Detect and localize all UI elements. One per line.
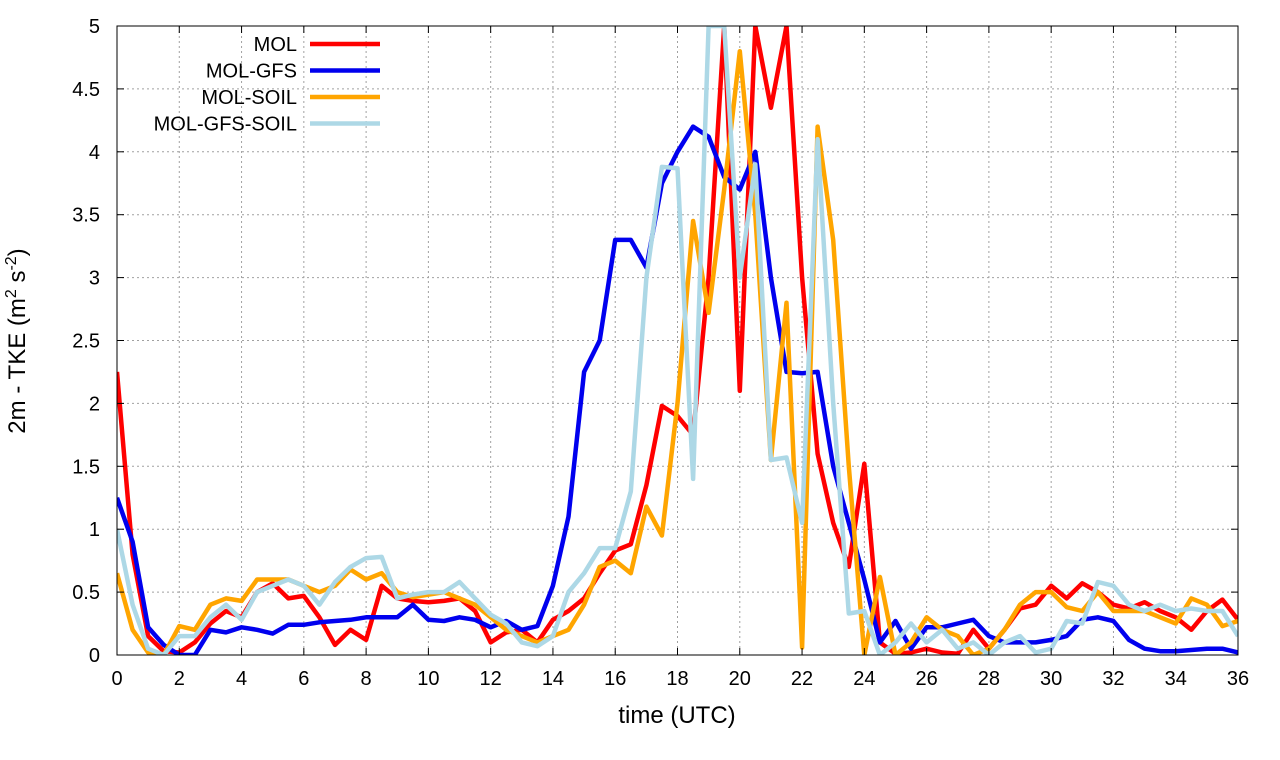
y-axis-ticks: 0 0.5 1 1.5 2 2.5 3 3.5 4 4.5 5 [72, 16, 1238, 667]
x-tick-label: 26 [915, 668, 937, 690]
y-tick-label: 1.5 [72, 456, 100, 478]
y-tick-label: 2.5 [72, 331, 100, 353]
x-tick-label: 32 [1102, 668, 1124, 690]
y-tick-label: 0.5 [72, 582, 100, 604]
y-axis-label-suffix: ) [4, 248, 31, 256]
legend-label-mol-gfs-soil: MOL-GFS-SOIL [154, 114, 297, 136]
y-tick-label: 0 [89, 645, 100, 667]
x-tick-label: 6 [298, 668, 309, 690]
y-tick-label: 5 [89, 16, 100, 38]
legend-label-mol-soil: MOL-SOIL [201, 87, 297, 109]
x-tick-label: 22 [791, 668, 813, 690]
y-tick-label: 4.5 [72, 79, 100, 101]
x-tick-label: 8 [361, 668, 372, 690]
x-tick-label: 30 [1040, 668, 1062, 690]
x-tick-label: 28 [978, 668, 1000, 690]
series-line-mol-gfs [117, 124, 1238, 655]
y-axis-label-sup1: 2 [3, 289, 20, 298]
y-tick-label: 3.5 [72, 205, 100, 227]
y-axis-label-sup2: -2 [3, 256, 20, 270]
x-tick-label: 4 [236, 668, 247, 690]
legend-label-mol: MOL [254, 34, 297, 56]
x-tick-label: 24 [853, 668, 875, 690]
x-tick-label: 18 [666, 668, 688, 690]
x-tick-label: 34 [1165, 668, 1187, 690]
x-tick-label: 10 [417, 668, 439, 690]
x-tick-label: 36 [1227, 668, 1249, 690]
y-axis-label-mid: s [4, 271, 31, 290]
y-tick-label: 1 [89, 519, 100, 541]
y-tick-label: 4 [89, 142, 100, 164]
x-tick-label: 14 [542, 668, 564, 690]
x-tick-label: 20 [729, 668, 751, 690]
x-tick-label: 0 [111, 668, 122, 690]
legend: MOL MOL-GFS MOL-SOIL MOL-GFS-SOIL [154, 34, 380, 136]
legend-label-mol-gfs: MOL-GFS [206, 61, 297, 83]
y-tick-label: 2 [89, 393, 100, 415]
x-tick-label: 12 [480, 668, 502, 690]
x-tick-label: 16 [604, 668, 626, 690]
x-axis-label: time (UTC) [618, 702, 735, 729]
y-axis-label: 2m - TKE (m2 s-2) [3, 248, 31, 433]
y-tick-label: 3 [89, 268, 100, 290]
y-axis-label-prefix: 2m - TKE (m [4, 298, 31, 434]
x-tick-label: 2 [174, 668, 185, 690]
x-axis-ticks: 0 2 4 6 8 10 12 14 16 18 20 22 24 26 28 30 32 34 36 [111, 26, 1249, 690]
